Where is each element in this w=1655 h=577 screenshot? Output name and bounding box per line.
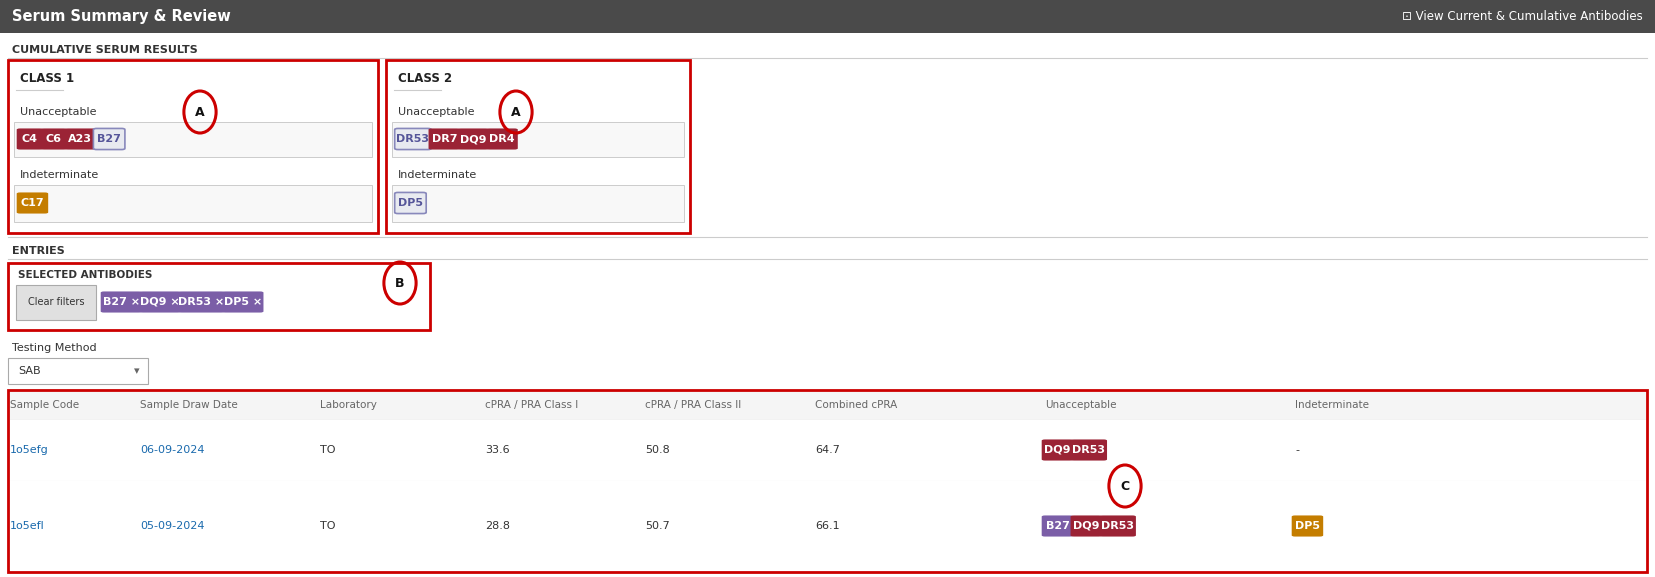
FancyBboxPatch shape (0, 33, 1655, 577)
Text: A: A (195, 106, 205, 118)
Text: C4: C4 (22, 134, 38, 144)
FancyBboxPatch shape (1099, 515, 1135, 537)
Text: ⊡ View Current & Cumulative Antibodies: ⊡ View Current & Cumulative Antibodies (1402, 9, 1643, 23)
FancyBboxPatch shape (13, 185, 372, 222)
Bar (8, 390, 1647, 572)
Bar (386, 60, 690, 233)
Text: DP5: DP5 (397, 198, 424, 208)
FancyBboxPatch shape (392, 185, 684, 222)
Text: SELECTED ANTIBODIES: SELECTED ANTIBODIES (18, 270, 152, 280)
Text: A23: A23 (68, 134, 93, 144)
Text: B: B (396, 276, 405, 290)
Text: Serum Summary & Review: Serum Summary & Review (12, 9, 230, 24)
FancyBboxPatch shape (13, 122, 372, 157)
FancyBboxPatch shape (1071, 515, 1102, 537)
FancyBboxPatch shape (0, 0, 1655, 33)
Text: DQ9: DQ9 (1044, 445, 1071, 455)
Text: CLASS 1: CLASS 1 (20, 72, 74, 84)
FancyBboxPatch shape (1041, 440, 1072, 460)
Text: Unacceptable: Unacceptable (20, 107, 96, 117)
Text: C6: C6 (46, 134, 61, 144)
Text: ▾: ▾ (134, 366, 141, 376)
Text: B27: B27 (1046, 521, 1069, 531)
FancyBboxPatch shape (8, 263, 430, 330)
Text: cPRA / PRA Class II: cPRA / PRA Class II (645, 400, 741, 410)
FancyBboxPatch shape (1071, 440, 1107, 460)
Bar (8, 263, 430, 330)
Text: DP5 ×: DP5 × (223, 297, 261, 307)
FancyBboxPatch shape (392, 122, 684, 157)
Text: ENTRIES: ENTRIES (12, 246, 65, 256)
Text: 66.1: 66.1 (814, 521, 839, 531)
Text: 1o5efg: 1o5efg (10, 445, 48, 455)
Text: Indeterminate: Indeterminate (1294, 400, 1369, 410)
FancyBboxPatch shape (179, 291, 225, 313)
FancyBboxPatch shape (17, 285, 96, 320)
Text: DR53: DR53 (1072, 445, 1106, 455)
Text: C: C (1120, 479, 1130, 493)
Text: TO: TO (319, 521, 336, 531)
FancyBboxPatch shape (8, 481, 1647, 572)
Text: Laboratory: Laboratory (319, 400, 377, 410)
FancyBboxPatch shape (1291, 515, 1324, 537)
FancyBboxPatch shape (8, 358, 147, 384)
FancyBboxPatch shape (101, 291, 142, 313)
Text: DP5: DP5 (1294, 521, 1321, 531)
Text: CLASS 2: CLASS 2 (397, 72, 452, 84)
Text: Unacceptable: Unacceptable (1044, 400, 1117, 410)
FancyBboxPatch shape (487, 129, 518, 149)
Text: 64.7: 64.7 (814, 445, 839, 455)
FancyBboxPatch shape (8, 390, 1647, 572)
Text: 33.6: 33.6 (485, 445, 510, 455)
Text: SAB: SAB (18, 366, 41, 376)
Text: DR53 ×: DR53 × (179, 297, 225, 307)
Text: Indeterminate: Indeterminate (20, 170, 99, 180)
FancyBboxPatch shape (139, 291, 180, 313)
Text: Sample Code: Sample Code (10, 400, 79, 410)
Text: 1o5efl: 1o5efl (10, 521, 45, 531)
FancyBboxPatch shape (386, 60, 690, 233)
FancyBboxPatch shape (394, 193, 427, 213)
Text: B27 ×: B27 × (103, 297, 141, 307)
FancyBboxPatch shape (394, 129, 432, 149)
Bar (8, 60, 377, 233)
Text: 50.8: 50.8 (645, 445, 670, 455)
Text: 28.8: 28.8 (485, 521, 510, 531)
Text: DR53: DR53 (397, 134, 429, 144)
Text: DR7: DR7 (432, 134, 457, 144)
FancyBboxPatch shape (457, 129, 488, 149)
Text: CUMULATIVE SERUM RESULTS: CUMULATIVE SERUM RESULTS (12, 45, 197, 55)
Text: DQ9: DQ9 (460, 134, 487, 144)
FancyBboxPatch shape (222, 291, 263, 313)
Text: Sample Draw Date: Sample Draw Date (141, 400, 238, 410)
Text: Unacceptable: Unacceptable (397, 107, 475, 117)
Text: DR53: DR53 (1101, 521, 1134, 531)
FancyBboxPatch shape (8, 420, 1647, 481)
FancyBboxPatch shape (41, 129, 68, 149)
Text: -: - (1294, 445, 1299, 455)
Text: 05-09-2024: 05-09-2024 (141, 521, 205, 531)
Text: DQ9: DQ9 (1072, 521, 1099, 531)
FancyBboxPatch shape (8, 60, 377, 233)
Text: Combined cPRA: Combined cPRA (814, 400, 897, 410)
Text: C17: C17 (20, 198, 45, 208)
Text: DQ9 ×: DQ9 × (141, 297, 180, 307)
Text: Clear filters: Clear filters (28, 297, 84, 307)
Text: Indeterminate: Indeterminate (397, 170, 477, 180)
FancyBboxPatch shape (1041, 515, 1072, 537)
Text: TO: TO (319, 445, 336, 455)
Text: cPRA / PRA Class I: cPRA / PRA Class I (485, 400, 578, 410)
Text: A: A (511, 106, 521, 118)
FancyBboxPatch shape (65, 129, 96, 149)
FancyBboxPatch shape (17, 129, 43, 149)
Text: 06-09-2024: 06-09-2024 (141, 445, 205, 455)
FancyBboxPatch shape (17, 193, 48, 213)
Text: Testing Method: Testing Method (12, 343, 96, 353)
FancyBboxPatch shape (429, 129, 460, 149)
Text: DR4: DR4 (490, 134, 515, 144)
FancyBboxPatch shape (93, 129, 124, 149)
Text: B27: B27 (98, 134, 121, 144)
FancyBboxPatch shape (8, 390, 1647, 420)
Text: 50.7: 50.7 (645, 521, 670, 531)
